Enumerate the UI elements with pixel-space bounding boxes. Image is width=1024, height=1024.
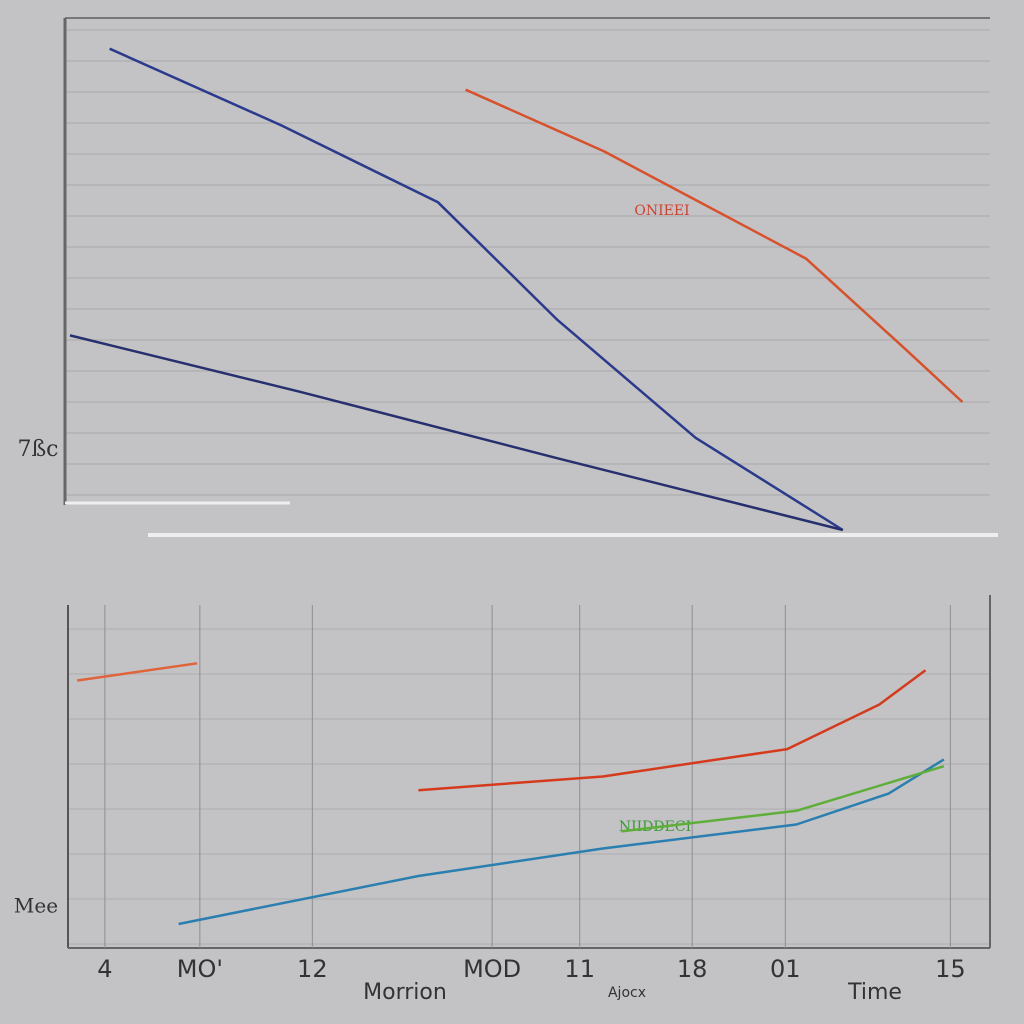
x-axis-label: Morrion: [363, 980, 447, 1005]
line-series: [465, 88, 964, 403]
x-tick-label: 15: [935, 955, 966, 983]
x-tick-label: 12: [297, 955, 328, 983]
annotation: 7ßc: [17, 437, 58, 462]
x-tick-label: MO': [177, 955, 223, 983]
x-tick-label: 4: [97, 955, 112, 983]
x-tick-label: 01: [770, 955, 801, 983]
x-tick-label: 11: [564, 955, 595, 983]
annotation: Mee: [14, 894, 58, 918]
line-series: [621, 765, 945, 833]
line-series: [77, 662, 198, 682]
line-series: [109, 47, 844, 532]
annotation: ONIEEI: [634, 203, 689, 219]
x-tick-label: MOD: [463, 955, 521, 983]
plot-area: [65, 18, 990, 505]
line-series: [418, 669, 927, 792]
line-series: [69, 334, 844, 532]
line-series: [178, 758, 945, 926]
x-axis-label: Time: [847, 980, 902, 1005]
x-tick-label: 18: [677, 955, 708, 983]
x-axis-label: Ajocx: [608, 985, 646, 1001]
plot-area: [68, 610, 990, 948]
